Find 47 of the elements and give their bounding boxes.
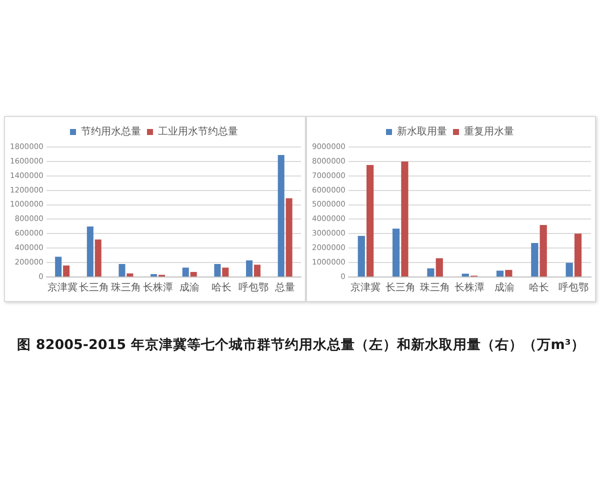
x-tick-label: 京津冀 (47, 282, 78, 294)
bar (182, 268, 189, 276)
x-tick-label: 哈长 (529, 282, 550, 294)
bar (86, 226, 94, 276)
x-tick-label: 长三角 (385, 282, 416, 294)
bar (55, 256, 62, 276)
bar (358, 236, 365, 276)
bar (254, 264, 261, 276)
bar (126, 273, 134, 276)
bar (427, 268, 434, 276)
bar (190, 272, 197, 276)
bar (566, 262, 573, 276)
x-tick-label: 长株潭 (454, 282, 485, 294)
x-tick-label: 珠三角 (420, 282, 450, 294)
legend-label: 重复用水量 (464, 126, 514, 138)
bar (574, 234, 582, 276)
bar (222, 268, 229, 276)
bar (540, 225, 547, 276)
bar (63, 265, 70, 276)
legend-label: 工业用水节约总量 (158, 126, 238, 138)
x-tick-label: 珠三角 (110, 282, 141, 294)
legend-label: 节约用水总量 (81, 126, 141, 138)
bar (401, 161, 408, 276)
x-tick-label: 总量 (274, 282, 296, 294)
x-tick-label: 哈长 (211, 282, 232, 294)
bar (531, 243, 538, 276)
x-tick-label: 成渝 (180, 282, 200, 294)
bar (118, 264, 126, 276)
x-tick-label: 长株潭 (142, 282, 173, 294)
bar (496, 270, 504, 276)
x-tick-label: 呼包鄂 (558, 282, 589, 294)
bar (505, 270, 512, 276)
bar (246, 260, 253, 276)
bar (286, 198, 292, 276)
bar (214, 264, 221, 276)
bar (366, 165, 374, 276)
x-tick-label: 呼包鄂 (238, 282, 268, 294)
bar (94, 239, 102, 276)
legend-label: 新水取用量 (397, 126, 447, 138)
x-tick-label: 成渝 (494, 282, 514, 294)
bar (392, 228, 400, 276)
x-tick-label: 京津冀 (350, 282, 381, 294)
bar (436, 258, 443, 276)
x-tick-label: 长三角 (79, 282, 110, 294)
bar (462, 274, 469, 276)
bar (278, 154, 284, 276)
caption: 图 82005-2015 年京津冀等七个城市群节约用水总量（左）和新水取用量（右）（万m³） (16, 336, 586, 354)
